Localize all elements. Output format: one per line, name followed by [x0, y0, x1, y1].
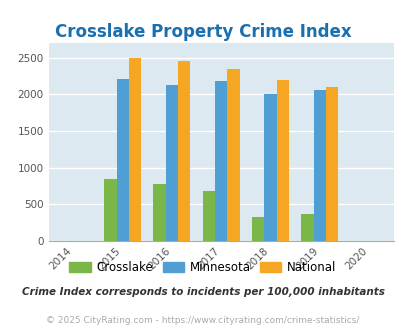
Bar: [301, 214, 313, 241]
Text: Crosslake Property Crime Index: Crosslake Property Crime Index: [55, 23, 350, 41]
Bar: [128, 57, 141, 241]
Bar: [276, 80, 288, 241]
Bar: [116, 79, 128, 241]
Bar: [202, 191, 215, 241]
Text: © 2025 CityRating.com - https://www.cityrating.com/crime-statistics/: © 2025 CityRating.com - https://www.city…: [46, 315, 359, 325]
Text: Crime Index corresponds to incidents per 100,000 inhabitants: Crime Index corresponds to incidents per…: [21, 287, 384, 297]
Bar: [264, 94, 276, 241]
Bar: [227, 69, 239, 241]
Bar: [178, 61, 190, 241]
Bar: [215, 81, 227, 241]
Bar: [252, 217, 264, 241]
Bar: [165, 85, 178, 241]
Legend: Crosslake, Minnesota, National: Crosslake, Minnesota, National: [64, 257, 341, 279]
Bar: [313, 90, 325, 241]
Bar: [153, 184, 165, 241]
Bar: [104, 179, 116, 241]
Bar: [325, 87, 337, 241]
